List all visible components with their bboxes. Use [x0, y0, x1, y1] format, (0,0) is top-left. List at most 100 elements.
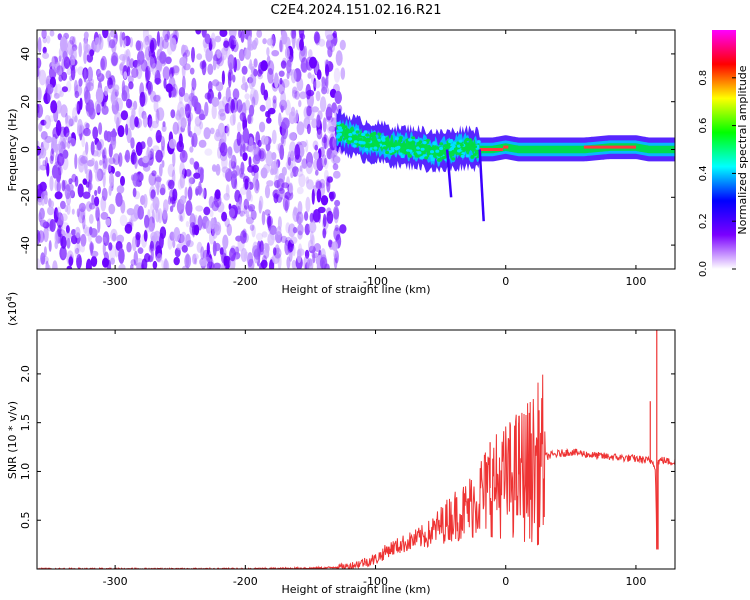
spectrogram-noise-blob — [272, 95, 277, 104]
spectrogram-noise-blob — [230, 99, 235, 114]
spectrogram-noise-blob — [143, 193, 148, 209]
spectrogram-noise-blob — [94, 160, 99, 171]
spectrogram-noise-blob — [311, 252, 319, 259]
spectrogram-noise-blob — [77, 208, 86, 224]
spectrogram-noise-blob — [290, 171, 294, 179]
spectrogram-noise-blob — [247, 35, 252, 51]
spectrogram-noise-blob — [313, 151, 320, 160]
spectrogram-noise-blob — [260, 167, 268, 179]
spectrogram-noise-blob — [99, 159, 103, 166]
spectrogram-noise-blob — [326, 103, 333, 118]
spectrogram-noise-blob — [103, 147, 107, 160]
spectrogram-noise-blob — [273, 158, 279, 175]
spectrogram-noise-blob — [161, 38, 169, 50]
spectrogram-noise-blob — [156, 181, 160, 196]
spectrogram-noise-blob — [264, 209, 271, 216]
spectrogram-noise-blob — [60, 213, 68, 222]
spectrogram-noise-blob — [316, 114, 321, 128]
spectrogram-noise-blob — [219, 30, 228, 37]
spectrogram-noise-blob — [124, 149, 131, 163]
spectrogram-noise-blob — [297, 230, 303, 240]
spectrogram-noise-blob — [56, 181, 61, 193]
spectrogram-noise-blob — [108, 157, 116, 165]
spectrogram-noise-blob — [88, 214, 94, 224]
spectrogram-noise-blob — [106, 259, 112, 269]
spectrogram-noise-blob — [321, 76, 326, 84]
spectrogram-noise-blob — [118, 152, 123, 167]
spectrogram-noise-blob — [285, 190, 294, 201]
spectrogram-noise-blob — [90, 78, 94, 87]
spectrogram-noise-blob — [171, 66, 175, 77]
spectrogram-noise-blob — [114, 111, 122, 126]
spectrogram-noise-blob — [243, 198, 250, 210]
spectrogram-noise-blob — [250, 209, 257, 220]
spectrogram-noise-blob — [71, 116, 76, 126]
spectrogram-noise-blob — [298, 100, 302, 108]
spectrogram-noise-blob — [326, 210, 334, 224]
spectrogram-noise-blob — [305, 162, 313, 175]
spectrogram-noise-blob — [162, 66, 170, 81]
spectrogram-noise-blob — [306, 89, 315, 97]
spectrogram-noise-blob — [52, 260, 58, 269]
spectrogram-noise-blob — [284, 239, 290, 256]
spectrogram-noise-blob — [279, 39, 283, 53]
spectrogram-noise-blob — [219, 247, 224, 255]
spectrogram-ridge-tail — [478, 149, 485, 222]
spectrogram-ridge-speckle — [448, 139, 453, 144]
spectrogram-noise-blob — [189, 213, 196, 229]
spectrogram-noise-blob — [266, 213, 271, 229]
spectrogram-noise-blob — [296, 121, 305, 136]
snr-x-tick-label: -100 — [363, 575, 388, 588]
spectrogram-noise-blob — [265, 150, 274, 167]
spectrogram-ridge-speckle — [430, 150, 434, 154]
spectrogram-noise-blob — [110, 94, 116, 102]
spectrogram-noise-blob — [89, 49, 95, 57]
spectrogram-noise-blob — [152, 260, 158, 269]
spectrogram-noise-blob — [98, 122, 103, 135]
spectrogram-noise-blob — [208, 80, 213, 93]
spectrogram-noise-blob — [221, 155, 228, 170]
spectrogram-noise-blob — [173, 256, 180, 266]
spectrogram-noise-blob — [246, 214, 253, 225]
snr-exponent-sup: 4 — [5, 296, 14, 301]
spectrogram-noise-blob — [37, 157, 41, 172]
spectrogram-noise-blob — [223, 255, 227, 267]
spectrogram-noise-blob — [170, 37, 177, 52]
snr-y-tick-label: 2.0 — [19, 365, 32, 383]
spectrogram-noise-blob — [74, 102, 79, 112]
spectrogram-noise-blob — [102, 160, 107, 176]
spectrogram-noise-blob — [150, 248, 154, 262]
spectrogram-noise-blob — [51, 165, 59, 179]
spectrogram-noise-blob — [321, 154, 327, 168]
spectrogram-noise-blob — [74, 243, 81, 258]
spectrogram-noise-blob — [298, 30, 305, 39]
spectrogram-ridge-speckle — [344, 136, 349, 140]
spectrogram-noise-blob — [181, 64, 186, 78]
spectrogram-noise-blob — [266, 215, 273, 227]
spectrogram-noise-blob — [300, 57, 309, 73]
spectrogram-noise-blob — [336, 94, 342, 103]
spectrogram-noise-blob — [130, 264, 134, 269]
spectrogram-noise-blob — [204, 33, 211, 45]
spectrogram-noise-blob — [151, 170, 157, 177]
spectrogram-noise-blob — [290, 106, 296, 117]
spectrogram-noise-blob — [108, 185, 112, 197]
spectrogram-noise-blob — [199, 257, 207, 267]
spectrogram-ridge-speckle — [465, 147, 470, 151]
spectrogram-noise-blob — [155, 245, 163, 262]
spectrogram-noise-blob — [74, 90, 80, 99]
spectrogram-ridge-speckle — [350, 139, 355, 143]
spectrogram-noise-blob — [85, 79, 91, 93]
spectrogram-noise-blob — [85, 181, 90, 188]
spectrogram-noise-blob — [165, 56, 172, 65]
spectrogram-noise-blob — [91, 194, 95, 206]
spectrogram-noise-blob — [179, 195, 187, 205]
spectrogram-noise-blob — [110, 135, 117, 150]
spectrogram-noise-blob — [46, 162, 50, 177]
spectrogram-noise-blob — [59, 90, 64, 98]
spectrogram-noise-blob — [185, 200, 193, 216]
spectrogram-noise-blob — [185, 169, 192, 177]
spectrogram-noise-blob — [278, 112, 282, 127]
spectrogram-ridge-speckle — [382, 146, 387, 150]
spectrogram-noise-blob — [100, 58, 105, 71]
